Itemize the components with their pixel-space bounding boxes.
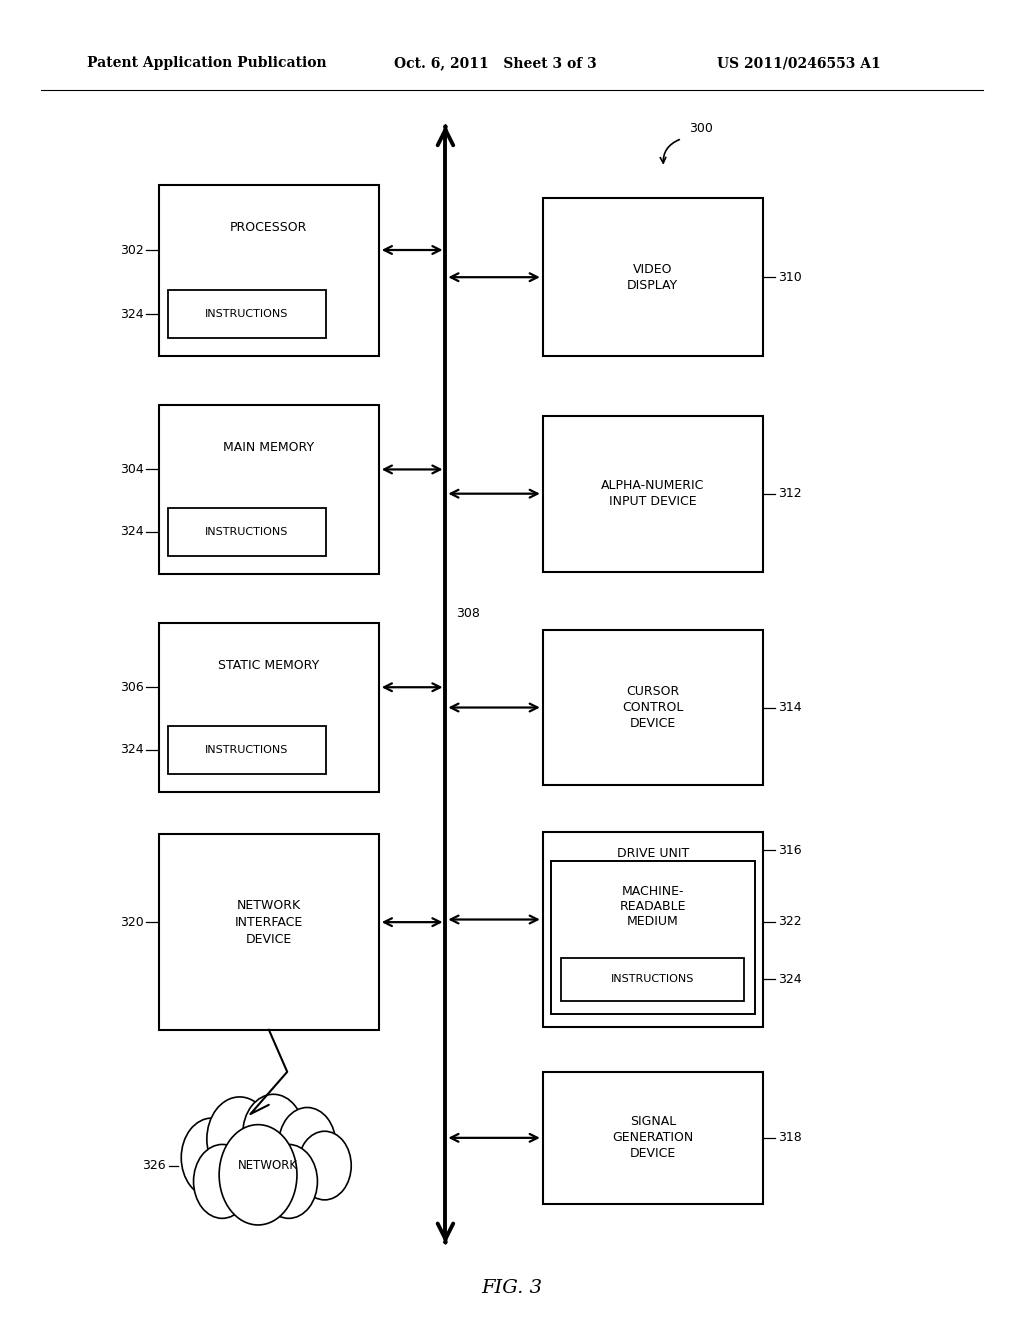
Bar [159,185,379,356]
Text: VIDEO
DISPLAY: VIDEO DISPLAY [628,263,678,292]
Bar [543,416,763,572]
Text: SIGNAL
GENERATION
DEVICE: SIGNAL GENERATION DEVICE [612,1115,693,1160]
Bar [561,958,744,1001]
Text: 324: 324 [778,973,802,986]
Circle shape [219,1125,297,1225]
Text: US 2011/0246553 A1: US 2011/0246553 A1 [717,57,881,70]
Text: 304: 304 [120,463,143,477]
Text: 324: 324 [120,743,143,756]
Bar [543,1072,763,1204]
Circle shape [260,1144,317,1218]
Circle shape [207,1097,272,1181]
Text: NETWORK: NETWORK [239,1159,298,1172]
Text: 324: 324 [120,308,143,321]
Text: Patent Application Publication: Patent Application Publication [87,57,327,70]
Bar [543,630,763,785]
Bar [543,832,763,1027]
Text: INSTRUCTIONS: INSTRUCTIONS [205,527,289,537]
Text: PROCESSOR: PROCESSOR [230,222,307,234]
Circle shape [181,1118,243,1197]
Bar [551,861,755,1014]
Text: 314: 314 [778,701,802,714]
Bar [543,198,763,356]
Text: CURSOR
CONTROL
DEVICE: CURSOR CONTROL DEVICE [623,685,683,730]
Circle shape [279,1107,336,1181]
Circle shape [194,1144,251,1218]
Text: 306: 306 [120,681,143,694]
Text: 300: 300 [689,121,713,135]
Bar [168,290,326,338]
Text: INSTRUCTIONS: INSTRUCTIONS [205,309,289,319]
Bar [168,726,326,774]
Bar [168,508,326,556]
Text: 308: 308 [456,607,479,620]
Text: FIG. 3: FIG. 3 [481,1279,543,1298]
Text: DRIVE UNIT: DRIVE UNIT [616,847,689,861]
Text: 320: 320 [120,916,143,929]
Text: 326: 326 [142,1159,166,1172]
Bar [159,623,379,792]
Text: Oct. 6, 2011   Sheet 3 of 3: Oct. 6, 2011 Sheet 3 of 3 [394,57,597,70]
Circle shape [243,1094,304,1173]
Text: INSTRUCTIONS: INSTRUCTIONS [205,744,289,755]
Bar [159,405,379,574]
Text: 324: 324 [120,525,143,539]
Text: 302: 302 [120,243,143,256]
Text: 318: 318 [778,1131,802,1144]
Text: ALPHA-NUMERIC
INPUT DEVICE: ALPHA-NUMERIC INPUT DEVICE [601,479,705,508]
Text: 316: 316 [778,843,802,857]
Text: MACHINE-
READABLE
MEDIUM: MACHINE- READABLE MEDIUM [620,886,686,928]
Bar [159,834,379,1030]
Text: STATIC MEMORY: STATIC MEMORY [218,659,319,672]
Ellipse shape [178,1111,358,1212]
Text: 310: 310 [778,271,802,284]
Text: MAIN MEMORY: MAIN MEMORY [223,441,314,454]
Text: 322: 322 [778,915,802,928]
Circle shape [298,1131,351,1200]
Text: 312: 312 [778,487,802,500]
Text: NETWORK
INTERFACE
DEVICE: NETWORK INTERFACE DEVICE [234,899,303,945]
Text: INSTRUCTIONS: INSTRUCTIONS [611,974,694,985]
